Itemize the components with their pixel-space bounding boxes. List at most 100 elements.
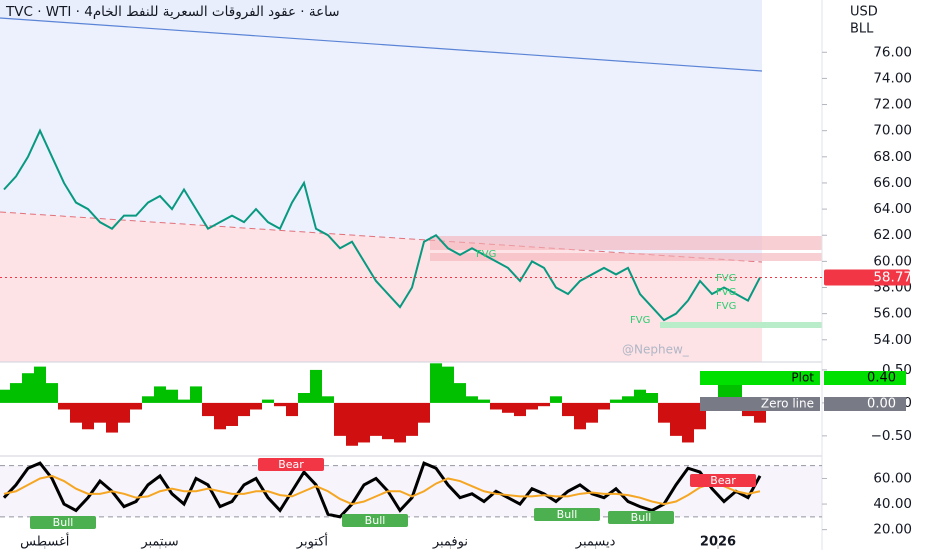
histogram-bar <box>286 402 298 417</box>
histogram-bar <box>46 383 58 403</box>
y-tick-label: 70.00 <box>873 123 912 139</box>
histogram-bar <box>58 402 70 410</box>
histogram-bar <box>382 402 394 440</box>
histogram-bar <box>190 386 202 403</box>
histogram-bar <box>418 402 430 423</box>
histogram-bar <box>562 402 574 417</box>
y-tick-label: 60.00 <box>873 470 912 486</box>
readout-box <box>700 397 820 411</box>
x-tick-label: أكتوبر <box>296 533 328 550</box>
readout-box <box>824 371 906 385</box>
histogram-bar <box>22 373 34 403</box>
histogram-bar <box>226 402 238 426</box>
watermark: @Nephew_ <box>622 343 690 357</box>
histogram-bar <box>370 402 382 436</box>
histogram-bar <box>250 402 262 410</box>
histogram-bar <box>346 402 358 446</box>
histogram-bar <box>538 402 550 407</box>
histogram-bar <box>466 396 478 403</box>
signal-label: Bull <box>53 516 74 529</box>
histogram-bar <box>682 402 694 443</box>
currency: USD <box>850 5 878 20</box>
y-tick-label: 62.00 <box>873 227 912 243</box>
histogram-bar <box>322 396 334 403</box>
histogram-bar <box>526 402 538 410</box>
x-tick-label: نوفمبر <box>432 535 468 550</box>
histogram-bar <box>394 402 406 443</box>
histogram-bar <box>178 399 190 403</box>
x-tick-label: ديسمبر <box>575 535 616 550</box>
x-tick-label: أغسطس <box>20 533 69 550</box>
trend-line <box>0 17 763 72</box>
fvg-zone <box>660 322 822 328</box>
unit: BLL <box>850 22 874 37</box>
histogram-bar <box>478 399 490 403</box>
histogram-bar <box>238 402 250 417</box>
readout-value: 0.40 <box>867 371 896 386</box>
y-tick-label: 74.00 <box>873 70 912 86</box>
histogram-bar <box>262 399 274 403</box>
histogram-bar <box>586 402 598 423</box>
upper-zone-top <box>0 0 762 71</box>
histogram-bar <box>10 383 22 403</box>
histogram-bar <box>670 402 682 436</box>
fvg-label: FVG <box>630 315 650 326</box>
histogram-bar <box>358 402 370 443</box>
y-tick-label: 54.00 <box>873 332 912 348</box>
histogram-bar <box>142 396 154 403</box>
y-tick-label: 68.00 <box>873 149 912 165</box>
histogram-bar <box>454 383 466 403</box>
histogram-bar <box>154 386 166 403</box>
histogram-bar <box>502 402 514 413</box>
signal-tag <box>608 511 674 524</box>
histogram-bar <box>130 402 142 410</box>
histogram-bar <box>34 366 46 403</box>
series-line <box>3 474 761 506</box>
signal-label: Bear <box>710 474 736 487</box>
fvg-label: FVG <box>476 249 496 260</box>
histogram-bar <box>298 393 310 403</box>
y-tick-label: 64.00 <box>873 201 912 217</box>
signal-label: Bull <box>557 508 578 521</box>
histogram-bar <box>70 402 82 423</box>
histogram-bar <box>514 402 526 417</box>
histogram-bar <box>274 402 286 407</box>
histogram-bar <box>634 389 646 403</box>
readout-name: Zero line <box>761 397 814 411</box>
last-price-label: 58.77 <box>873 269 912 285</box>
trend-line <box>0 211 763 263</box>
signal-label: Bull <box>365 514 386 527</box>
histogram-bar <box>430 363 442 403</box>
histogram-bar <box>658 402 670 423</box>
level-band <box>0 465 822 517</box>
histogram-bar <box>334 402 346 436</box>
histogram-bar <box>622 396 634 403</box>
y-tick-label: 56.00 <box>873 306 912 322</box>
histogram-bar <box>166 389 178 403</box>
readout-box <box>700 371 820 385</box>
series-line <box>3 128 761 322</box>
histogram-bar <box>490 402 502 410</box>
fvg-label: FVG <box>716 301 736 312</box>
fvg-label: FVG <box>716 287 736 298</box>
fvg-zone <box>430 236 822 250</box>
signal-label: Bear <box>278 458 304 471</box>
signal-tag <box>534 508 600 521</box>
signal-tag <box>30 516 96 529</box>
histogram-bar <box>574 402 586 430</box>
histogram-bar <box>106 402 118 433</box>
signal-tag <box>258 458 324 471</box>
histogram-bar <box>94 402 106 423</box>
histogram-bar <box>442 366 454 403</box>
readout-name: Plot <box>791 371 814 385</box>
histogram-bar <box>214 402 226 430</box>
histogram-bar <box>0 389 10 403</box>
y-tick-label: 40.00 <box>873 496 912 512</box>
readout-value: 0.00 <box>867 397 896 412</box>
x-tick-label: سبتمبر <box>140 535 178 550</box>
y-tick-label: 72.00 <box>873 97 912 113</box>
histogram-bar <box>82 402 94 430</box>
x-tick-label: 2026 <box>700 535 736 550</box>
header-title: TVC · WTI · 4ساعة · عقود الفروقات السعري… <box>5 4 340 20</box>
